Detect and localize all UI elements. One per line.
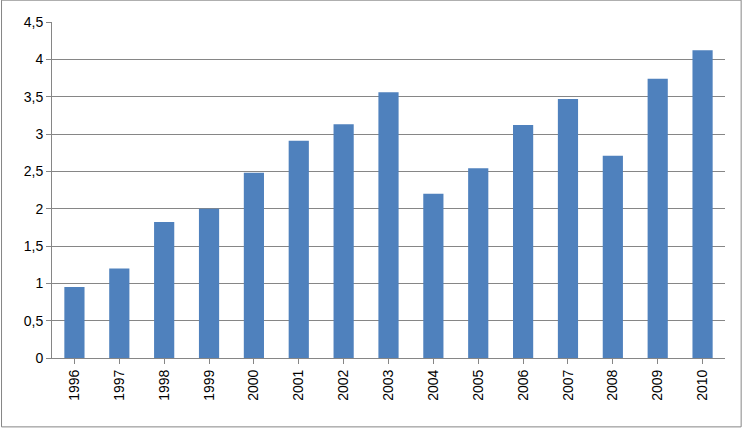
svg-text:2007: 2007 [560, 369, 576, 400]
svg-text:2000: 2000 [245, 369, 261, 400]
svg-text:1998: 1998 [156, 369, 172, 400]
svg-text:1: 1 [35, 275, 43, 291]
svg-text:2006: 2006 [515, 369, 531, 400]
svg-text:2002: 2002 [335, 369, 351, 400]
svg-text:3,5: 3,5 [24, 89, 44, 105]
svg-text:2,5: 2,5 [24, 163, 44, 179]
svg-text:1997: 1997 [111, 369, 127, 400]
svg-text:2009: 2009 [649, 369, 665, 400]
svg-text:2010: 2010 [694, 369, 710, 400]
svg-text:1,5: 1,5 [24, 238, 44, 254]
svg-text:2005: 2005 [470, 369, 486, 400]
svg-text:4,5: 4,5 [24, 14, 44, 30]
svg-text:2: 2 [35, 201, 43, 217]
svg-text:0: 0 [35, 350, 43, 366]
svg-text:2008: 2008 [604, 369, 620, 400]
svg-text:2004: 2004 [425, 369, 441, 400]
svg-text:2001: 2001 [290, 369, 306, 400]
svg-text:3: 3 [35, 126, 43, 142]
svg-text:0,5: 0,5 [24, 313, 44, 329]
svg-text:1999: 1999 [201, 369, 217, 400]
svg-text:4: 4 [35, 51, 43, 67]
svg-text:2003: 2003 [380, 369, 396, 400]
svg-text:1996: 1996 [66, 369, 82, 400]
